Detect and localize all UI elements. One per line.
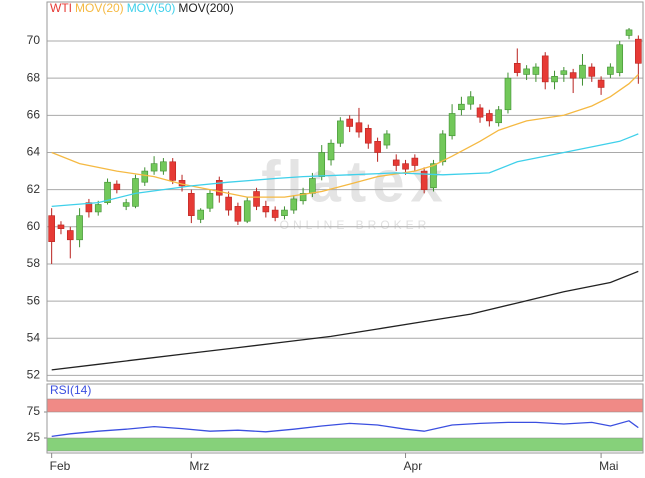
candle-body xyxy=(560,70,568,75)
candle-body xyxy=(281,209,288,216)
candle-body xyxy=(467,96,475,105)
x-tick-label: Mai xyxy=(599,459,618,473)
candle-body xyxy=(318,152,326,177)
candle-body xyxy=(411,157,419,166)
candle-body xyxy=(439,133,447,163)
candle-body xyxy=(448,113,456,137)
candle-body xyxy=(85,202,93,213)
candle-body xyxy=(327,142,335,161)
series-label: RSI(14) xyxy=(50,383,91,397)
candle-body xyxy=(122,202,130,207)
line-series xyxy=(51,420,639,438)
band xyxy=(46,437,644,452)
y-tick-label: 60 xyxy=(27,219,41,233)
x-tick-label: Feb xyxy=(50,459,71,473)
candle-body xyxy=(616,44,624,73)
y-tick-label: 75 xyxy=(27,404,41,418)
candle-body xyxy=(588,66,596,77)
candle-body xyxy=(206,193,214,209)
candle-body xyxy=(364,128,372,144)
candle-body xyxy=(243,200,251,222)
line-series xyxy=(51,133,639,208)
legend-entry: MOV(20) xyxy=(75,1,124,15)
candle-body xyxy=(597,79,605,88)
rsi-panel: 25 75 RSI(14) Feb Mrz Apr Mai xyxy=(27,383,644,473)
candle-body xyxy=(104,181,111,203)
plot-frame xyxy=(46,1,644,382)
line-series xyxy=(51,74,639,198)
legend-entry: MOV(50) xyxy=(127,1,176,15)
candle-body xyxy=(346,118,353,127)
candle-body xyxy=(94,204,102,213)
y-tick-label: 66 xyxy=(27,108,41,122)
candle-body xyxy=(76,215,83,241)
candle-body xyxy=(66,230,74,241)
candle-body xyxy=(486,113,493,122)
candle-body xyxy=(253,191,260,207)
candle-body xyxy=(625,29,633,36)
candle-body xyxy=(337,120,344,144)
candle-body xyxy=(569,72,577,79)
candle-body xyxy=(374,141,381,153)
candle-body xyxy=(551,76,558,83)
candle-body xyxy=(579,64,586,79)
band xyxy=(46,398,644,413)
candle-body xyxy=(132,178,139,207)
candle-body xyxy=(504,77,512,111)
y-tick-label: 58 xyxy=(27,256,41,270)
candle-body xyxy=(541,55,549,83)
candle-body xyxy=(160,161,167,172)
candle-body xyxy=(141,170,149,183)
x-tick-label: Apr xyxy=(404,459,423,473)
candle-body xyxy=(495,109,502,124)
candle-body xyxy=(309,178,316,194)
y-tick-label: 52 xyxy=(27,368,41,382)
candle-body xyxy=(458,103,465,111)
candle-body xyxy=(635,38,642,64)
candle-body xyxy=(430,163,437,189)
candle-body xyxy=(513,63,521,73)
y-tick-label: 64 xyxy=(27,145,41,159)
y-tick-label: 25 xyxy=(27,430,41,444)
x-tick-label: Mrz xyxy=(189,459,209,473)
candle-body xyxy=(150,163,158,172)
candle-body xyxy=(476,107,484,118)
y-tick-label: 56 xyxy=(27,293,41,307)
candle-body xyxy=(271,209,279,218)
candle-body xyxy=(197,209,204,220)
candle-body xyxy=(262,206,270,213)
candle-body xyxy=(169,161,177,181)
line-series xyxy=(51,270,639,371)
candle-body xyxy=(383,133,391,146)
y-tick-label: 62 xyxy=(27,182,41,196)
candle-body xyxy=(57,224,65,229)
candle-body xyxy=(607,66,614,75)
candle-body xyxy=(523,68,530,75)
candle-body xyxy=(234,206,242,222)
candle-body xyxy=(113,183,121,190)
watermark-logo: flatex xyxy=(261,149,449,214)
plot-frame xyxy=(46,383,644,454)
price-panel: flatex ONLINE BROKER 52 54 56 58 60 62 64 66 68 70 W… xyxy=(27,1,644,382)
candle-body xyxy=(225,196,232,211)
candle-body xyxy=(355,122,363,133)
candle-body xyxy=(299,193,307,202)
y-tick-label: 68 xyxy=(27,70,41,84)
candle-body xyxy=(215,180,223,196)
candle-body xyxy=(420,170,428,190)
candle-body xyxy=(392,159,400,166)
legend-entry: WTI xyxy=(50,1,72,15)
candle-body xyxy=(290,198,298,211)
watermark-tagline: ONLINE BROKER xyxy=(280,218,431,232)
candle-body xyxy=(402,163,409,170)
candle-body xyxy=(188,193,195,216)
candle-body xyxy=(48,215,55,242)
candle-body xyxy=(532,66,540,75)
y-tick-label: 54 xyxy=(27,330,41,344)
y-tick-label: 70 xyxy=(27,33,41,47)
legend-entry: MOV(200) xyxy=(178,1,233,15)
